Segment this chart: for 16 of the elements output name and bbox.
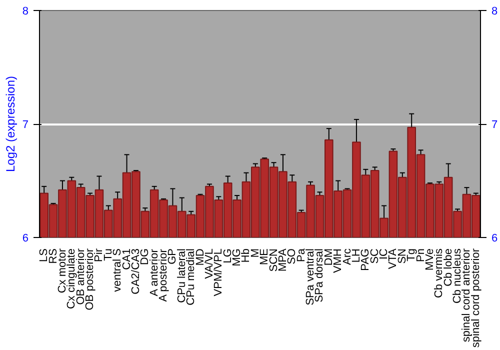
x-tick-label: Cb lobe	[442, 248, 454, 286]
x-tick-label: DG	[139, 248, 152, 265]
x-tick-label: OB anterior	[74, 248, 87, 305]
y-tick-label: 7	[22, 119, 29, 131]
y-tick-label: 6	[22, 232, 29, 244]
y-axis-title: Log2 (expression)	[3, 76, 18, 172]
x-tick-label: CPu medial	[185, 248, 198, 306]
y2-tick-label: 8	[492, 6, 498, 18]
x-tick-label: MVe	[424, 248, 436, 271]
x-tick-label: SN	[396, 248, 408, 264]
y-tick-label: 8	[22, 6, 29, 18]
x-tick-label: RS	[47, 248, 60, 264]
y2-tick-label: 7	[492, 119, 498, 131]
x-tick-label: SCN	[268, 248, 280, 272]
y2-tick-label: 6	[492, 232, 498, 244]
x-tick-label: Tg	[406, 248, 418, 262]
